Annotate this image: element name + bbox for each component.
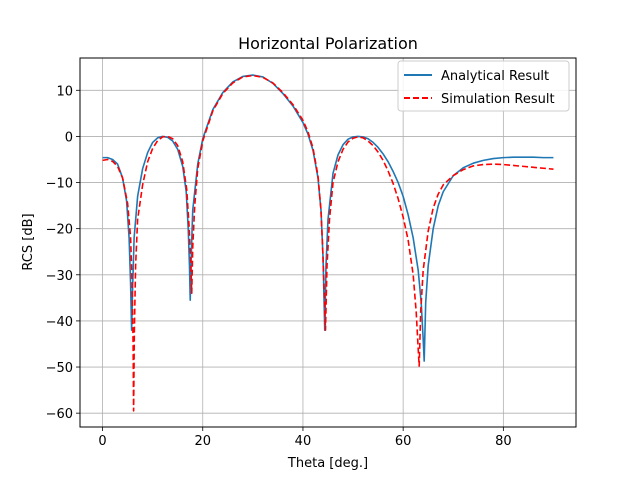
y-tick-label: −10 (46, 177, 73, 192)
legend-box (397, 60, 570, 112)
chart-title: Horizontal Polarization (238, 34, 418, 53)
y-tick-label: −50 (46, 361, 73, 376)
x-tick-label: 60 (395, 434, 412, 449)
y-axis-ticks: 10 0 −10 −20 −30 −40 −50 −60 (46, 84, 80, 422)
y-tick-label: −20 (46, 223, 73, 238)
legend: Analytical Result Simulation Result (397, 60, 570, 112)
y-axis-label: RCS [dB] (21, 213, 36, 270)
legend-label-analytical: Analytical Result (441, 69, 549, 84)
x-tick-label: 80 (495, 434, 512, 449)
legend-label-simulation: Simulation Result (441, 92, 555, 107)
x-tick-label: 20 (194, 434, 211, 449)
plot-frame (79, 57, 577, 428)
y-tick-label: −60 (46, 407, 73, 422)
y-tick-label: −40 (46, 315, 73, 330)
series-layer (102, 74, 554, 412)
series-line-analytical (102, 74, 554, 362)
y-tick-label: 10 (56, 84, 73, 99)
x-tick-label: 0 (98, 434, 106, 449)
x-axis-ticks: 0 20 40 60 80 (98, 427, 512, 449)
x-axis-label: Theta [deg.] (287, 456, 368, 471)
x-tick-label: 40 (295, 434, 312, 449)
y-tick-label: −30 (46, 269, 73, 284)
y-tick-label: 0 (65, 130, 73, 145)
series-line-simulation (102, 74, 554, 412)
